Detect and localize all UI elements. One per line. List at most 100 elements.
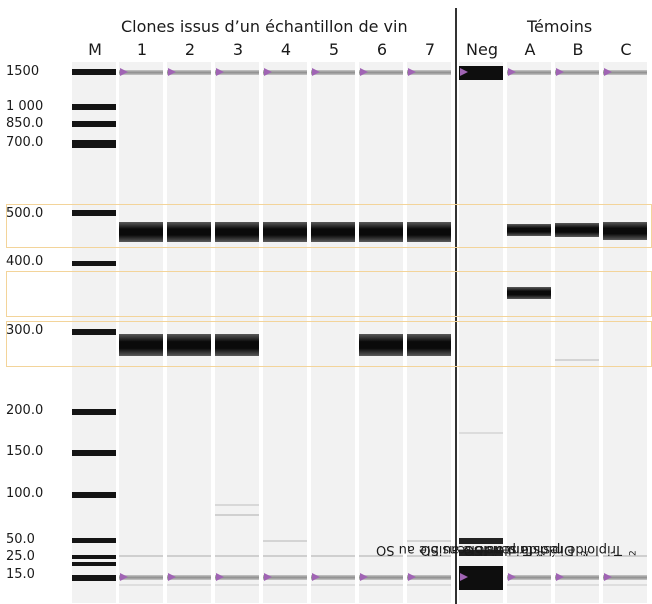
marker-band-bottom [167,575,211,580]
faint-band-lane-1 [119,555,163,557]
ladder-band [72,575,116,581]
faint-band-lane-1 [119,584,163,586]
ladder-band [72,261,116,266]
faint-band-lane-3 [215,504,259,506]
marker-band-top [215,70,259,75]
band-470-lane-b [555,223,599,237]
marker-band-bottom [603,575,647,580]
faint-band-lane-a [507,555,551,557]
marker-band-top [555,70,599,75]
lane-label-c: C [620,40,632,59]
marker-triangle-icon [264,68,272,76]
faint-band-lane-7 [407,555,451,557]
marker-triangle-icon [408,573,416,581]
band-470-lane-4 [263,222,307,242]
marker-triangle-icon [312,573,320,581]
faint-band-lane-b [555,555,599,557]
marker-triangle-icon [216,68,224,76]
marker-band-top [263,70,307,75]
control-text-c: Triploïde résistant au SO [463,542,622,557]
lane-label-b: B [572,40,584,59]
ladder-band [72,450,116,456]
ladder-size-200: 200.0 [6,403,44,418]
marker-triangle-icon [216,573,224,581]
marker-band-top [119,70,163,75]
band-470-lane-6 [359,222,403,242]
faint-band-lane-a [507,584,551,586]
lane-4 [263,62,307,603]
faint-band-lane-2 [167,584,211,586]
faint-band-lane-3 [215,555,259,557]
neg-band-50 [459,538,503,544]
marker-triangle-icon [168,68,176,76]
band-470-lane-2 [167,222,211,242]
marker-triangle-icon [408,68,416,76]
band-470-lane-3 [215,222,259,242]
marker-triangle-icon [604,573,612,581]
ladder-band [72,555,116,559]
ladder-band [72,329,116,335]
band-290-lane-7 [407,334,451,356]
marker-triangle-icon [360,573,368,581]
marker-triangle-icon [120,68,128,76]
group-title-temoins: Témoins [527,17,593,36]
ladder-band [72,538,116,543]
lane-label-5: 5 [328,40,340,59]
band-290-lane-2 [167,334,211,356]
marker-band-bottom [359,575,403,580]
ladder-band [72,562,116,566]
faint-band-lane-7 [407,584,451,586]
faint-band-lane-6 [359,555,403,557]
neg-band-faint [459,432,503,434]
band-290-lane-6 [359,334,403,356]
band-470-lane-c [603,222,647,240]
lane-2 [167,62,211,603]
band-470-lane-5 [311,222,355,242]
neg-band-25 [459,550,503,556]
ladder-size-150: 150.0 [6,444,44,459]
marker-triangle-icon [556,573,564,581]
faint-band-lane-b [555,584,599,586]
faint-band-lane-b [555,359,599,361]
marker-triangle-icon [556,68,564,76]
ladder-size-400: 400.0 [6,254,44,269]
marker-band-top [311,70,355,75]
marker-triangle-icon [460,573,468,581]
lane-neg [459,62,503,603]
neg-band-top [459,66,503,80]
lane-a [507,62,551,603]
ladder-size-1500: 1500 [6,64,40,79]
marker-band-bottom [119,575,163,580]
marker-band-top [359,70,403,75]
ladder-band [72,69,116,75]
faint-band-lane-6 [359,584,403,586]
lane-b [555,62,599,603]
ladder-size-300: 300.0 [6,323,44,338]
marker-triangle-icon [508,68,516,76]
band-470-lane-a [507,224,551,236]
band-470-lane-1 [119,222,163,242]
lane-label-2: 2 [184,40,196,59]
marker-triangle-icon [508,573,516,581]
faint-band-lane-3 [215,584,259,586]
ladder-size-850: 850.0 [6,116,44,131]
ladder-size-1000: 1 000 [6,99,44,114]
marker-triangle-icon [120,573,128,581]
group-title-clones: Clones issus d’un échantillon de vin [121,17,408,36]
marker-band-bottom [407,575,451,580]
lane-1 [119,62,163,603]
faint-band-lane-2 [167,555,211,557]
control-sub-c: 2 [628,550,639,556]
ladder-band [72,121,116,127]
band-350-lane-a [507,287,551,299]
band-290-lane-1 [119,334,163,356]
ladder-size-700: 700.0 [6,135,44,150]
marker-triangle-icon [168,573,176,581]
lane-label-7: 7 [424,40,436,59]
lane-label-4: 4 [280,40,292,59]
marker-triangle-icon [264,573,272,581]
lane-7 [407,62,451,603]
marker-band-bottom [311,575,355,580]
lane-label-a: A [524,40,536,59]
ladder-size-500: 500.0 [6,206,44,221]
